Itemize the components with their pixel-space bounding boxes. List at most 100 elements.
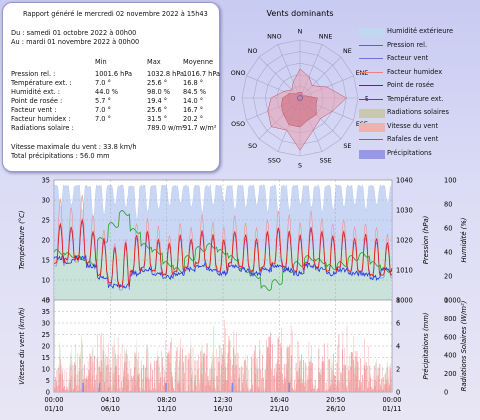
wind-speed-bar — [386, 381, 388, 392]
radar-center — [297, 95, 303, 101]
precip-tick-label: 4 — [396, 343, 400, 351]
wind-speed-bar — [143, 364, 144, 392]
wind-speed-bar — [152, 369, 153, 392]
wind-speed-bar — [168, 354, 170, 392]
report-row-min: 7.0 ° — [95, 106, 111, 114]
wind-speed-bar — [353, 374, 355, 392]
temp-tick-label: 30 — [42, 197, 50, 205]
report-row-min: 1001.6 hPa — [95, 70, 133, 78]
period-from: Du : samedi 01 octobre 2022 à 00h00 — [11, 29, 137, 37]
wind-speed-bar — [160, 377, 162, 392]
wind-speed-bar — [286, 347, 288, 392]
wind-speed-bar — [380, 384, 382, 392]
wind-speed-bar — [225, 380, 227, 392]
wind-speed-bar — [140, 391, 142, 392]
radar-direction-label: NNO — [267, 34, 281, 41]
wind-speed-bar — [277, 338, 279, 392]
col-min-header: Min — [95, 58, 107, 66]
report-row-max: 98.0 % — [147, 88, 171, 96]
radar-series-1 — [280, 91, 318, 128]
humidity-tick-label: 80 — [444, 201, 452, 209]
wind-speed-bar — [276, 375, 278, 392]
wind-speed-bar — [351, 352, 352, 392]
wind-speed-bar — [318, 348, 320, 392]
wind-speed-bar — [302, 382, 303, 392]
solar-axis-label: Radiations Solaires (W/m²) — [460, 301, 468, 392]
wind-speed-bar — [234, 354, 236, 392]
col-avg-header: Moyenne — [183, 58, 214, 66]
wind-speed-bar — [335, 385, 337, 392]
wind-speed-bar — [153, 388, 154, 392]
wind-speed-bar — [135, 381, 137, 392]
wind-speed-bar — [212, 388, 213, 392]
wind-speed-bar — [100, 371, 102, 392]
wind-speed-bar — [280, 343, 282, 392]
wind-speed-bar — [315, 390, 317, 392]
weather-charts: 5101520253035100010101020103010400204060… — [18, 177, 468, 414]
wind-speed-bar — [250, 389, 252, 392]
wind-speed-bar — [313, 388, 314, 392]
wind-speed-bar — [70, 364, 72, 392]
wind-speed-bar — [66, 386, 68, 392]
wind-speed-bar — [211, 365, 213, 392]
wind-speed-bar — [342, 382, 344, 392]
wind-speed-bar — [374, 380, 376, 392]
wind-speed-bar — [334, 376, 336, 392]
wind-speed-bar — [352, 359, 354, 392]
radar-direction-label: SSO — [268, 157, 281, 164]
wind-speed-bar — [220, 390, 222, 392]
wind-speed-bar — [134, 385, 136, 392]
wind-speed-bar — [121, 381, 123, 392]
wind-speed-bar — [77, 390, 79, 392]
wind-speed-bar — [176, 347, 178, 392]
wind-speed-bar — [291, 355, 292, 392]
report-row-label: Pression rel. : — [11, 70, 56, 78]
wind-speed-bar — [113, 373, 114, 392]
wind-speed-bar — [312, 363, 313, 392]
wind-speed-bar — [126, 385, 128, 392]
wind-speed-bar — [106, 356, 108, 392]
legend-label: Pression rel. — [387, 40, 428, 49]
wind-speed-bar — [209, 385, 211, 392]
wind-speed-bar — [114, 371, 115, 392]
wind-speed-bar — [97, 387, 99, 392]
wind-speed-bar — [329, 358, 331, 392]
wind-speed-bar — [205, 354, 207, 392]
wind-speed-bar — [124, 376, 126, 392]
wind-speed-bar — [175, 351, 177, 392]
wind-speed-bar — [187, 359, 189, 392]
radar-direction-label: S — [298, 163, 302, 170]
humidity-tick-label: 20 — [444, 273, 452, 281]
wind-speed-bar — [264, 369, 266, 392]
wind-rose-chart: Vents dominants NNNENEENEEESESESSESSSOSO… — [231, 9, 368, 170]
wind-speed-bar — [222, 354, 223, 392]
report-title: Rapport généré le mercredi 02 novembre 2… — [23, 10, 208, 18]
legend-item: Facteur humidex — [355, 67, 479, 78]
precip-tick-label: 6 — [396, 320, 400, 328]
wind-speed-bar — [279, 364, 281, 392]
wind-speed-bar — [116, 388, 118, 392]
report-row-avg: 14.0 ° — [183, 97, 204, 105]
wind-speed-bar — [141, 368, 143, 392]
wind-speed-bar — [206, 343, 208, 392]
x-tick-date: 11/10 — [157, 405, 176, 413]
wind-speed-bar — [85, 377, 87, 392]
wind-speed-bar — [92, 361, 94, 392]
wind-speed-bar — [188, 353, 190, 392]
wind-speed-bar — [96, 357, 98, 392]
legend-label: Précipitations — [387, 148, 432, 157]
wind-tick-label: 35 — [42, 308, 50, 316]
wind-speed-bar — [78, 371, 80, 392]
wind-speed-bar — [133, 375, 134, 392]
precip-bar — [98, 382, 101, 392]
wind-speed-bar — [304, 362, 306, 392]
wind-speed-bar — [364, 369, 366, 392]
temp-tick-label: 15 — [42, 257, 50, 265]
x-tick-date: 26/10 — [326, 405, 345, 413]
wind-speed-bar — [233, 373, 235, 392]
wind-speed-bar — [158, 382, 160, 392]
legend-item: Radiations solaires — [355, 107, 479, 118]
wind-speed-bar — [213, 387, 215, 392]
wind-speed-bar — [105, 365, 107, 392]
wind-speed-bar — [359, 380, 361, 392]
